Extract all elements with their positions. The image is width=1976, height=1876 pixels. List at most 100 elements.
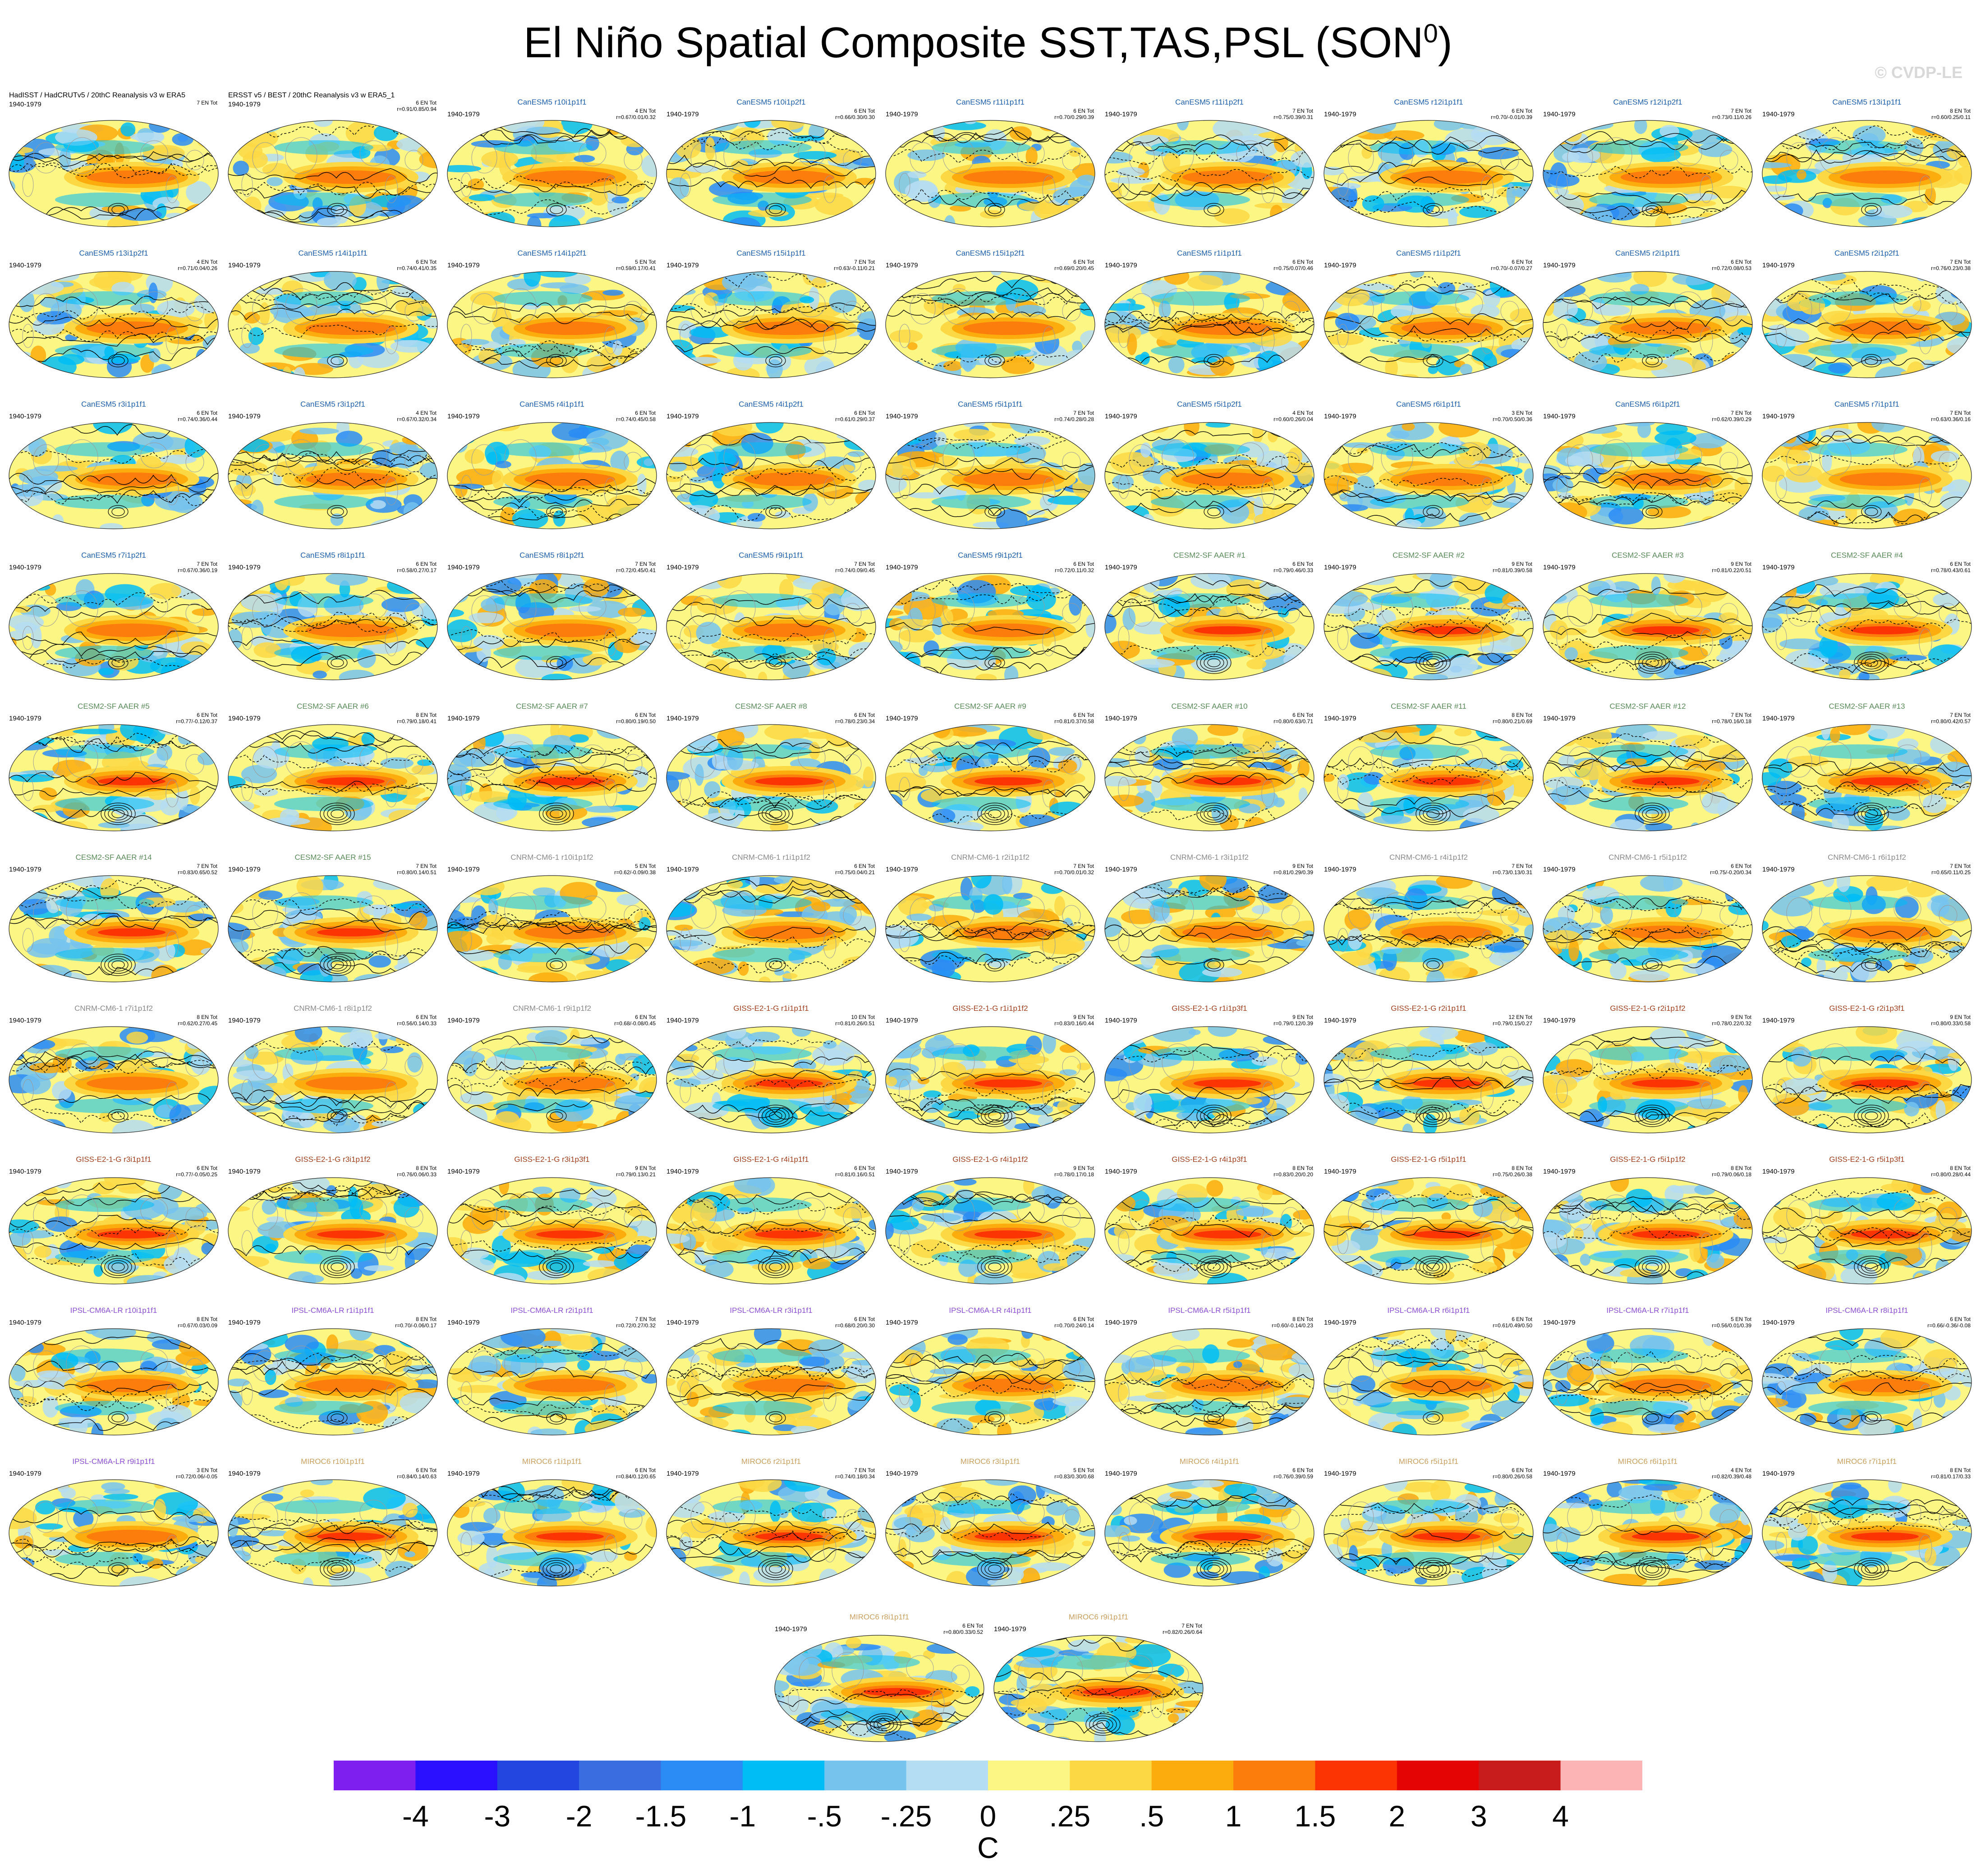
- map-composite: [1104, 1026, 1314, 1133]
- map-panel: IPSL-CM6A-LR r2i1p1f1 1940-1979 7 EN Tot r=…: [444, 1305, 660, 1455]
- map-composite: [9, 1328, 219, 1436]
- panel-name: CanESM5 r9i1p2f1: [958, 551, 1023, 560]
- panel-pattern-correlation: r=0.63/-0.11/0.21: [834, 265, 875, 271]
- panel-en-count: 9 EN Tot: [1292, 863, 1313, 869]
- panel-en-count: 9 EN Tot: [1073, 1165, 1094, 1171]
- panel-pattern-correlation: r=0.80/0.14/0.51: [397, 869, 437, 876]
- panel-en-count: 8 EN Tot: [1950, 1467, 1971, 1473]
- map-panel: CESM2-SF AAER #7 1940-1979 6 EN Tot r=0.80/…: [444, 701, 660, 851]
- panel-period: 1940-1979: [1324, 1470, 1356, 1477]
- panel-en-count: 7 EN Tot: [635, 561, 656, 567]
- panel-pattern-correlation: r=0.80/0.28/0.44: [1931, 1171, 1971, 1178]
- map-panel: CanESM5 r14i1p1f1 1940-1979 6 EN Tot r=0.74…: [225, 248, 441, 398]
- map-panel: CanESM5 r12i1p2f1 1940-1979 7 EN Tot r=0.73…: [1539, 97, 1756, 247]
- panel-name: CESM2-SF AAER #8: [735, 702, 807, 711]
- colorbar-box: [334, 1761, 416, 1790]
- panel-name: MIROC6 r5i1p1f1: [1398, 1457, 1459, 1466]
- colorbar-box: [1397, 1761, 1479, 1790]
- panel-en-count: 8 EN Tot: [1292, 1165, 1313, 1171]
- map-composite: [1104, 875, 1314, 982]
- panel-name: GISS-E2-1-G r3i1p1f2: [295, 1155, 371, 1164]
- map-composite: [1762, 1026, 1972, 1133]
- colorbar-box: [1560, 1761, 1642, 1790]
- panel-en-count: 6 EN Tot: [854, 108, 875, 114]
- panel-period: 1940-1979: [9, 1470, 41, 1477]
- colorbar-box: [742, 1761, 825, 1790]
- colorbar-tick-label: 0: [979, 1799, 997, 1833]
- map-composite: [885, 1328, 1095, 1436]
- panel-pattern-correlation: r=0.70/0.29/0.39: [1054, 114, 1094, 120]
- map-composite: [885, 1479, 1095, 1587]
- panel-pattern-correlation: r=0.84/0.12/0.65: [616, 1473, 656, 1480]
- panel-pattern-correlation: r=0.78/0.43/0.61: [1931, 567, 1971, 573]
- map-panel: GISS-E2-1-G r3i1p3f1 1940-1979 9 EN Tot r=0…: [444, 1154, 660, 1304]
- panel-pattern-correlation: r=0.61/0.49/0.50: [1493, 1322, 1532, 1329]
- panel-en-count: 5 EN Tot: [635, 259, 656, 265]
- panel-en-count: 6 EN Tot: [197, 1165, 217, 1171]
- panel-name: CanESM5 r6i1p1f1: [1396, 400, 1461, 408]
- panel-en-count: 6 EN Tot: [1073, 1316, 1094, 1322]
- panel-period: 1940-1979: [1105, 1168, 1137, 1175]
- panel-pattern-correlation: r=0.70/0.50/0.36: [1493, 416, 1532, 422]
- panel-pattern-correlation: r=0.78/0.16/0.18: [1712, 718, 1751, 725]
- map-panel: CanESM5 r15i1p1f1 1940-1979 7 EN Tot r=0.63…: [663, 248, 879, 398]
- map-panel: IPSL-CM6A-LR r4i1p1f1 1940-1979 6 EN Tot r=…: [882, 1305, 1098, 1455]
- panel-en-count: 6 EN Tot: [1512, 1316, 1532, 1322]
- panel-pattern-correlation: r=0.56/0.14/0.33: [397, 1020, 437, 1027]
- panel-period: 1940-1979: [666, 261, 699, 269]
- panel-en-count: 9 EN Tot: [1731, 561, 1751, 567]
- panel-pattern-correlation: r=0.76/0.39/0.59: [1273, 1473, 1313, 1480]
- panel-name: CanESM5 r4i1p2f1: [739, 400, 804, 408]
- panel-en-count: 4 EN Tot: [1292, 410, 1313, 416]
- panel-period: 1940-1979: [1105, 866, 1137, 873]
- panel-name: GISS-E2-1-G r2i1p3f1: [1829, 1004, 1905, 1013]
- panel-name: CanESM5 r3i1p2f1: [300, 400, 365, 408]
- panel-period: 1940-1979: [9, 866, 41, 873]
- map-composite: [1104, 120, 1314, 227]
- panel-name: CanESM5 r11i1p1f1: [956, 98, 1025, 106]
- map-composite: [447, 1177, 657, 1284]
- panel-period: 1940-1979: [228, 1017, 261, 1024]
- map-composite: [447, 1328, 657, 1436]
- title-superscript: 0: [1423, 19, 1438, 48]
- panel-pattern-correlation: r=0.79/0.46/0.33: [1273, 567, 1313, 573]
- panel-en-count: 4 EN Tot: [635, 108, 656, 114]
- map-composite: [885, 1177, 1095, 1284]
- map-composite: [447, 422, 657, 529]
- map-panel: CanESM5 r11i1p1f1 1940-1979 6 EN Tot r=0.70…: [882, 97, 1098, 247]
- map-composite: [1323, 1026, 1534, 1133]
- colorbar-tick-label: -.5: [807, 1799, 842, 1833]
- map-panel: CanESM5 r6i1p2f1 1940-1979 7 EN Tot r=0.62/…: [1539, 399, 1756, 549]
- panel-period: 1940-1979: [1762, 564, 1795, 571]
- map-panel: IPSL-CM6A-LR r3i1p1f1 1940-1979 6 EN Tot r=…: [663, 1305, 879, 1455]
- panel-pattern-correlation: r=0.63/0.36/0.16: [1931, 416, 1971, 422]
- map-composite: [9, 1026, 219, 1133]
- panel-period: 1940-1979: [9, 564, 41, 571]
- panel-name: CanESM5 r8i1p2f1: [519, 551, 584, 560]
- map-panel: CNRM-CM6-1 r6i1p1f2 1940-1979 7 EN Tot r=0.…: [1759, 852, 1975, 1002]
- map-panel: MIROC6 r4i1p1f1 1940-1979 6 EN Tot r=0.76/0…: [1101, 1456, 1318, 1606]
- map-composite: [1543, 724, 1753, 831]
- panel-pattern-correlation: r=0.74/0.18/0.34: [835, 1473, 875, 1480]
- panel-period: 1940-1979: [1324, 261, 1356, 269]
- panel-en-count: 7 EN Tot: [1950, 410, 1971, 416]
- map-panel: IPSL-CM6A-LR r5i1p1f1 1940-1979 8 EN Tot r=…: [1101, 1305, 1318, 1455]
- map-composite: [666, 1328, 876, 1436]
- colorbar-units: C: [977, 1831, 999, 1864]
- panel-en-count: 7 EN Tot: [854, 1467, 875, 1473]
- panel-pattern-correlation: r=0.77/-0.05/0.25: [176, 1171, 217, 1178]
- panel-name: CNRM-CM6-1 r3i1p1f2: [1170, 853, 1249, 862]
- colorbar-tick-label: -.25: [880, 1799, 932, 1833]
- map-panel: IPSL-CM6A-LR r1i1p1f1 1940-1979 8 EN Tot r=…: [225, 1305, 441, 1455]
- panel-period: 1940-1979: [9, 1168, 41, 1175]
- panel-pattern-correlation: r=0.81/0.37/0.58: [1054, 718, 1094, 725]
- map-composite: [228, 724, 438, 831]
- panel-period: 1940-1979: [666, 1168, 699, 1175]
- panel-period: 1940-1979: [666, 1319, 699, 1326]
- map-composite: [1762, 1479, 1972, 1587]
- map-composite: [447, 271, 657, 378]
- panel-period: 1940-1979: [447, 866, 480, 873]
- colorbar-box: [1479, 1761, 1561, 1790]
- panel-pattern-correlation: r=0.75/0.39/0.31: [1273, 114, 1313, 120]
- panel-pattern-correlation: r=0.83/0.65/0.52: [178, 869, 217, 876]
